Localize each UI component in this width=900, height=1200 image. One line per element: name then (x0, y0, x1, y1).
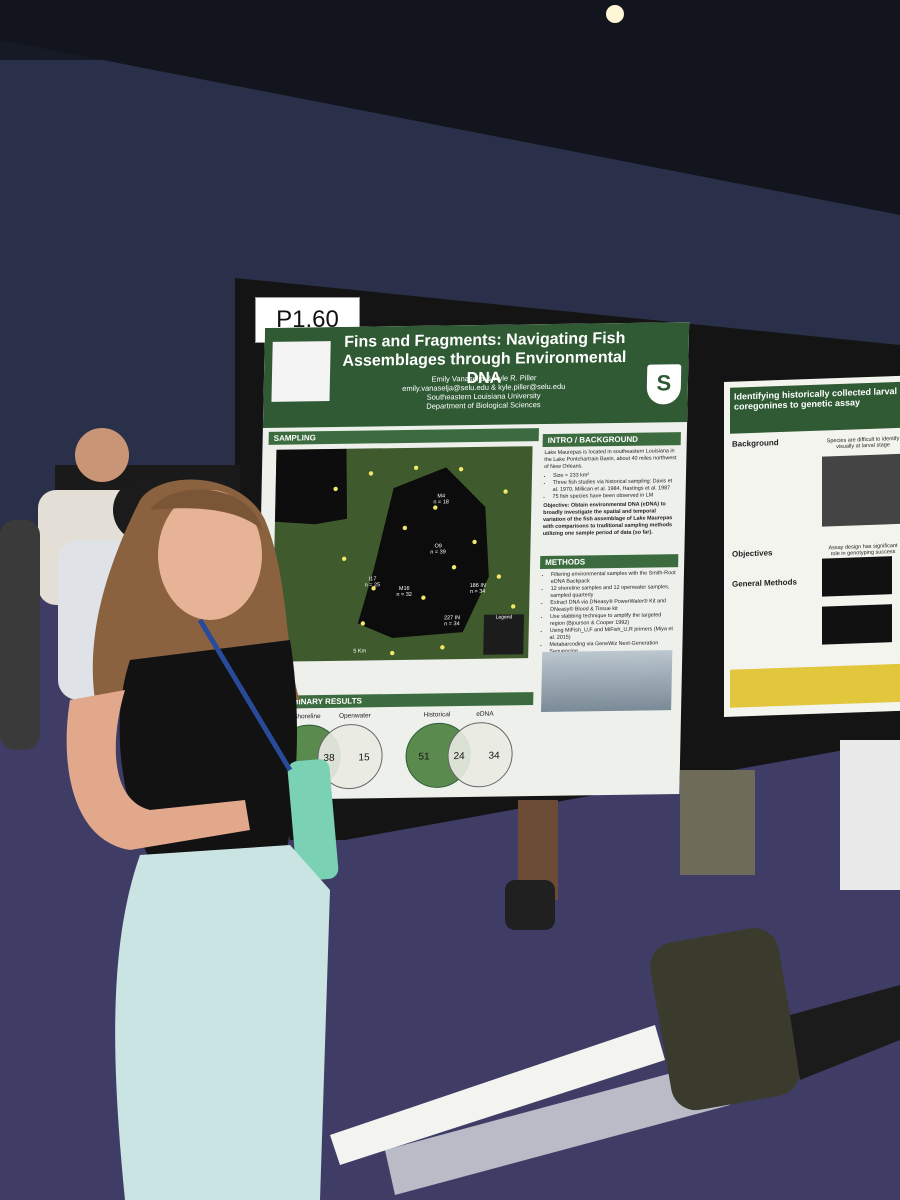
map-label: O9 n = 39 (430, 543, 446, 555)
ceiling-light (606, 5, 624, 23)
water (274, 448, 348, 525)
venn-count: 51 (418, 751, 430, 762)
bullets: Filtering environmental samples with the… (540, 570, 676, 656)
sample-site (440, 645, 445, 650)
hair (113, 478, 177, 542)
map-scale: 5 Km (353, 648, 367, 655)
backpack (650, 928, 800, 1111)
sample-site (371, 586, 376, 591)
venn-label: eDNA (476, 711, 494, 718)
plastic-tube (385, 1060, 730, 1195)
venn-count: 24 (453, 751, 465, 762)
neighbor-title: Identifying historically collected larva… (730, 381, 900, 434)
map-label: 227 IN n = 34 (444, 615, 460, 627)
map-label: M4 n = 18 (433, 493, 449, 505)
map-legend: Legend (483, 614, 525, 655)
legs (680, 770, 755, 875)
sample-site (503, 489, 508, 494)
map-label: I17 n = 25 (365, 576, 381, 588)
intro-text: Lake Maurepas is located in southeastern… (543, 448, 679, 538)
count: n = 18 (433, 499, 449, 506)
legs-behind (505, 740, 900, 930)
shoes (505, 880, 555, 930)
venn-label: Historical (423, 711, 450, 718)
sample-site (511, 604, 516, 609)
objective: Objective: Obtain environmental DNA (eDN… (542, 501, 673, 538)
sample-site (496, 574, 502, 579)
lake (357, 467, 489, 639)
venn-label: Openwater (339, 712, 372, 719)
sample-site (421, 595, 426, 600)
bullets: Size = 233 km² Three fish studies via hi… (543, 471, 678, 501)
venn-circle (447, 722, 513, 788)
count: n = 34 (444, 621, 460, 628)
sample-site (341, 556, 347, 561)
logo-badge (271, 341, 331, 402)
bullet: 75 fish species have been observed in LM (552, 492, 677, 501)
tube-case (790, 985, 900, 1080)
venn-count: 38 (323, 753, 335, 764)
venn-count: 15 (358, 752, 370, 763)
legs (840, 740, 900, 890)
sample-site (390, 650, 395, 656)
count: n = 34 (469, 588, 486, 596)
university-logo: S (646, 364, 682, 405)
methods-text: Filtering environmental samples with the… (540, 568, 676, 658)
shirt (58, 540, 148, 700)
sample-site (368, 471, 374, 476)
floor-items (330, 928, 900, 1195)
figure-note: Species are difficult to identify visual… (826, 435, 900, 451)
map-label: 186 IN n = 34 (469, 583, 486, 596)
sample-site (451, 565, 457, 570)
count: n = 39 (430, 549, 446, 556)
gel-image (822, 556, 892, 597)
count: n = 32 (396, 591, 412, 599)
person-left (0, 520, 40, 750)
section-heading: General Methods (732, 577, 797, 589)
section-heading: METHODS (540, 554, 679, 570)
head (75, 428, 129, 482)
poster-tube (330, 1025, 665, 1165)
reference-box (730, 663, 900, 708)
section-heading: SAMPLING (268, 428, 539, 445)
larva-photos (822, 453, 900, 527)
count: n = 25 (364, 582, 381, 589)
section-heading: Objectives (732, 548, 773, 559)
poster: Fins and Fragments: Navigating Fish Asse… (255, 322, 690, 800)
sample-site (402, 525, 408, 531)
venn-count: 34 (488, 751, 500, 762)
sample-site (360, 621, 366, 626)
section-heading: Background (732, 438, 779, 449)
ceiling-shadow (0, 0, 900, 215)
map-label: M16 n = 32 (396, 586, 412, 598)
sample-site (333, 486, 338, 492)
venn-diagrams: Shoreline Openwater 38 15 Historical eDNA 51 24… (275, 711, 513, 790)
paragraph: Lake Maurepas is located in southeastern… (544, 448, 677, 471)
sample-site (413, 465, 419, 471)
venn-label: Shoreline (293, 713, 321, 720)
neighbor-poster: Identifying historically collected larva… (724, 375, 900, 717)
sample-site (433, 505, 438, 510)
sample-site (458, 466, 464, 472)
boat-photo (541, 650, 673, 712)
section-heading: INTRO / BACKGROUND (542, 432, 681, 448)
gel-image (822, 604, 892, 645)
sample-site (472, 539, 477, 545)
bullet: Three fish studies via historical sampli… (553, 478, 678, 494)
